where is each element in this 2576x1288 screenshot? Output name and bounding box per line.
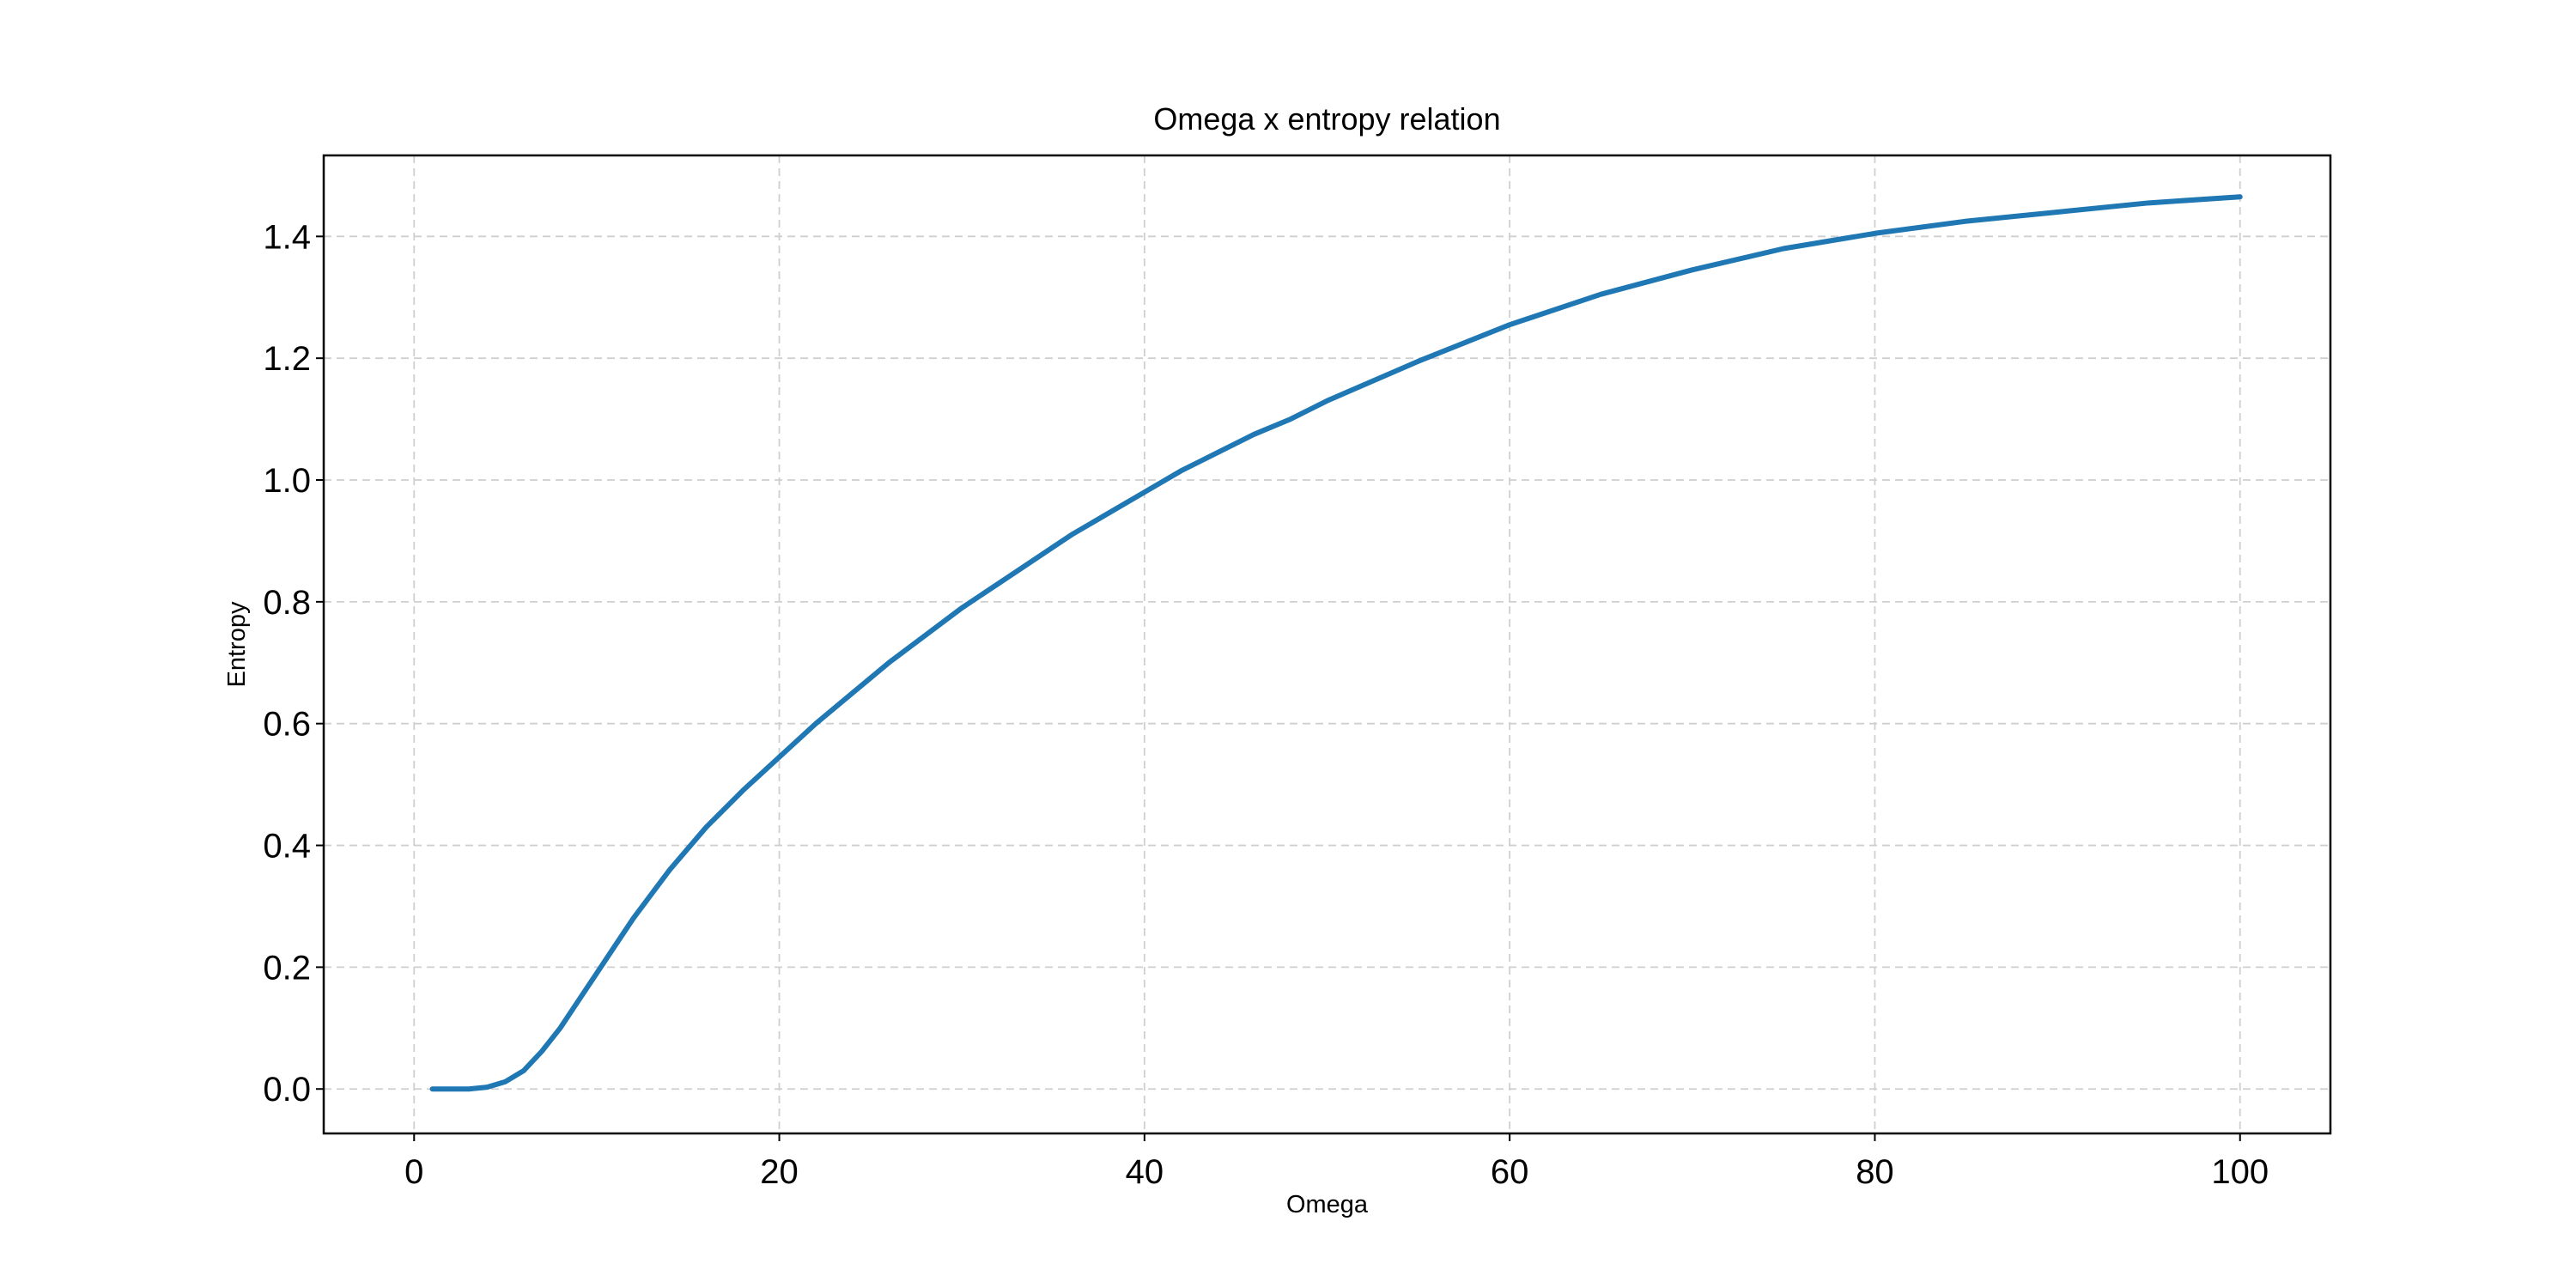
y-tick-label: 0.2 (263, 949, 311, 987)
x-axis-title: Omega (1286, 1191, 1369, 1218)
x-tick-label: 60 (1491, 1153, 1529, 1191)
y-tick-label: 1.2 (263, 340, 311, 378)
x-tick-label: 0 (404, 1153, 423, 1191)
y-axis-title: Entropy (223, 601, 251, 687)
x-tick-label: 80 (1856, 1153, 1894, 1191)
y-tick-label: 0.6 (263, 706, 311, 744)
y-tick-label: 1.0 (263, 462, 311, 500)
x-tick-label: 20 (760, 1153, 799, 1191)
plot-frame (322, 154, 2332, 1135)
y-tick-label: 0.4 (263, 828, 311, 866)
grid-layer (324, 155, 2330, 1133)
y-tick-label: 1.4 (263, 218, 311, 256)
x-tick-label: 40 (1126, 1153, 1164, 1191)
series-layer (429, 194, 2243, 1092)
y-tick-label: 0.0 (263, 1071, 311, 1109)
chart-title: Omega x entropy relation (1153, 101, 1500, 137)
series-line-0 (429, 194, 2243, 1092)
x-tick-label: 100 (2211, 1153, 2269, 1191)
tick-layer: 0 20 40 60 80 100 0.0 0.2 0.4 0.6 0.8 1.0 1.2 1.4 (263, 218, 2269, 1191)
y-tick-label: 0.8 (263, 584, 311, 622)
